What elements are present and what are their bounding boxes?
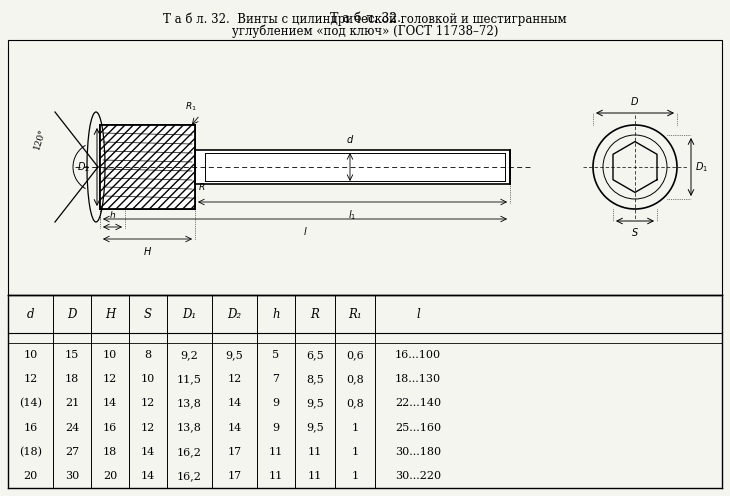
Text: 8,5: 8,5 (306, 374, 324, 384)
Text: 12: 12 (227, 374, 242, 384)
Text: 5: 5 (272, 350, 280, 360)
Text: S: S (144, 308, 152, 320)
Text: 20: 20 (23, 471, 38, 481)
Text: 15: 15 (65, 350, 79, 360)
Text: $R$: $R$ (198, 182, 205, 192)
Text: 25...160: 25...160 (395, 423, 441, 433)
Text: H: H (105, 308, 115, 320)
Text: 1: 1 (351, 423, 358, 433)
Text: 12: 12 (103, 374, 117, 384)
Text: 24: 24 (65, 423, 79, 433)
Text: 16,2: 16,2 (177, 471, 202, 481)
Text: $l$: $l$ (303, 225, 307, 237)
Text: 8: 8 (145, 350, 152, 360)
Text: 12: 12 (141, 423, 155, 433)
Text: $H$: $H$ (143, 245, 152, 257)
Text: d: d (27, 308, 34, 320)
Bar (100, 125, 195, 209)
Text: 21: 21 (65, 398, 79, 408)
Text: 14: 14 (227, 423, 242, 433)
Text: 13,8: 13,8 (177, 423, 202, 433)
Text: l: l (416, 308, 420, 320)
Text: 16: 16 (23, 423, 38, 433)
Text: 14: 14 (103, 398, 117, 408)
Text: 9: 9 (272, 423, 280, 433)
Text: 9: 9 (272, 398, 280, 408)
Bar (100, 125, 195, 209)
Text: 11: 11 (269, 471, 283, 481)
Text: 16: 16 (103, 423, 117, 433)
Text: h: h (272, 308, 280, 320)
Bar (8, 40, 722, 295)
Text: $D_1$: $D_1$ (695, 160, 708, 174)
Text: Т а б л. 32.: Т а б л. 32. (329, 12, 401, 25)
Text: R₁: R₁ (348, 308, 362, 320)
Text: $R_1$: $R_1$ (185, 101, 197, 113)
Text: 11: 11 (269, 447, 283, 457)
Text: 18: 18 (103, 447, 117, 457)
Text: $l_1$: $l_1$ (348, 208, 357, 222)
Text: Т а б л. 32.  Винты с цилиндрической головкой и шестигранным: Т а б л. 32. Винты с цилиндрической голо… (164, 12, 566, 25)
Text: 30...180: 30...180 (395, 447, 441, 457)
Text: 11: 11 (308, 471, 322, 481)
Text: 0,8: 0,8 (346, 374, 364, 384)
Text: 30...220: 30...220 (395, 471, 441, 481)
Text: $d$: $d$ (346, 133, 354, 145)
Text: 9,5: 9,5 (306, 423, 324, 433)
Text: (14): (14) (19, 398, 42, 409)
Text: 20: 20 (103, 471, 117, 481)
Text: D: D (67, 308, 77, 320)
Text: $D_2$: $D_2$ (77, 160, 90, 174)
Text: 10: 10 (103, 350, 117, 360)
Text: 30: 30 (65, 471, 79, 481)
Text: 27: 27 (65, 447, 79, 457)
Text: 18: 18 (65, 374, 79, 384)
Text: 14: 14 (141, 447, 155, 457)
Text: 6,5: 6,5 (306, 350, 324, 360)
Text: 12: 12 (141, 398, 155, 408)
Text: 9,5: 9,5 (226, 350, 243, 360)
Text: 1: 1 (351, 471, 358, 481)
Text: 22...140: 22...140 (395, 398, 441, 408)
Text: 14: 14 (227, 398, 242, 408)
Text: 0,8: 0,8 (346, 398, 364, 408)
Text: 10: 10 (141, 374, 155, 384)
Text: 14: 14 (141, 471, 155, 481)
Text: 10: 10 (23, 350, 38, 360)
Text: 16,2: 16,2 (177, 447, 202, 457)
Text: 9,5: 9,5 (306, 398, 324, 408)
Bar (195, 150, 510, 184)
Text: 7: 7 (272, 374, 280, 384)
Text: R: R (310, 308, 320, 320)
Text: $D$: $D$ (631, 95, 639, 107)
Text: 120°: 120° (32, 127, 47, 151)
Text: 17: 17 (228, 471, 242, 481)
Text: 17: 17 (228, 447, 242, 457)
Text: 13,8: 13,8 (177, 398, 202, 408)
Text: (18): (18) (19, 446, 42, 457)
Text: 9,2: 9,2 (180, 350, 199, 360)
Text: 11,5: 11,5 (177, 374, 202, 384)
Text: углублением «под ключ» (ГОСТ 11738–72): углублением «под ключ» (ГОСТ 11738–72) (232, 25, 498, 39)
Text: D₂: D₂ (228, 308, 242, 320)
Text: 1: 1 (351, 447, 358, 457)
Text: 12: 12 (23, 374, 38, 384)
Text: D₁: D₁ (182, 308, 196, 320)
Text: 11: 11 (308, 447, 322, 457)
Text: 18...130: 18...130 (395, 374, 441, 384)
Text: $S$: $S$ (631, 226, 639, 238)
Text: 0,6: 0,6 (346, 350, 364, 360)
Text: $h$: $h$ (110, 209, 117, 220)
Text: 16...100: 16...100 (395, 350, 441, 360)
